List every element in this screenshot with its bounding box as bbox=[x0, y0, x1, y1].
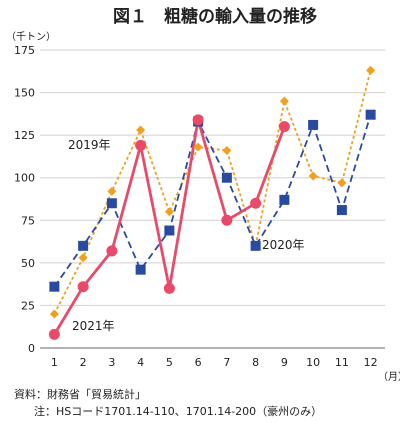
series-label-0: 2019年 bbox=[68, 138, 111, 152]
y-tick-25: 25 bbox=[21, 299, 35, 312]
series-label-2: 2021年 bbox=[72, 319, 115, 333]
x-tick-labels: 1 2 3 4 5 6 7 8 9 10 11 12 bbox=[51, 356, 378, 369]
series-labels: 2019年 2020年 2021年 bbox=[68, 138, 305, 333]
point-0-5 bbox=[164, 207, 174, 217]
x-tick-11: 11 bbox=[335, 356, 349, 369]
x-tick-9: 9 bbox=[281, 356, 288, 369]
point-0-4 bbox=[136, 125, 146, 135]
y-tick-125: 125 bbox=[14, 129, 35, 142]
point-2-2 bbox=[77, 281, 89, 293]
series-markers bbox=[48, 65, 376, 340]
x-tick-6: 6 bbox=[195, 356, 202, 369]
point-0-1 bbox=[49, 309, 59, 319]
point-1-12 bbox=[365, 109, 376, 120]
y-tick-labels: 0 25 50 75 100 125 150 175 bbox=[14, 44, 35, 355]
point-0-2 bbox=[78, 253, 88, 263]
point-2-7 bbox=[221, 214, 233, 226]
point-0-6 bbox=[193, 142, 203, 152]
point-1-11 bbox=[336, 205, 347, 216]
point-0-11 bbox=[337, 178, 347, 188]
y-tick-75: 75 bbox=[21, 214, 35, 227]
gridlines bbox=[40, 49, 385, 349]
x-tick-2: 2 bbox=[80, 356, 87, 369]
point-1-3 bbox=[106, 198, 117, 209]
y-tick-175: 175 bbox=[14, 44, 35, 57]
point-2-1 bbox=[48, 328, 60, 340]
point-2-8 bbox=[250, 197, 262, 209]
point-1-4 bbox=[135, 264, 146, 275]
y-tick-150: 150 bbox=[14, 87, 35, 100]
point-2-3 bbox=[106, 245, 118, 257]
point-1-10 bbox=[308, 119, 319, 130]
x-tick-12: 12 bbox=[364, 356, 378, 369]
point-2-5 bbox=[163, 282, 175, 294]
y-tick-50: 50 bbox=[21, 257, 35, 270]
series-label-1: 2020年 bbox=[262, 238, 305, 252]
point-1-8 bbox=[250, 240, 261, 251]
point-0-10 bbox=[308, 171, 318, 181]
x-tick-1: 1 bbox=[51, 356, 58, 369]
x-axis-unit: （月） bbox=[378, 371, 400, 383]
x-tick-3: 3 bbox=[108, 356, 115, 369]
y-axis-unit: （千トン） bbox=[6, 31, 56, 43]
point-2-6 bbox=[192, 114, 204, 126]
series-lines bbox=[53, 70, 372, 336]
y-tick-0: 0 bbox=[28, 342, 35, 355]
point-0-7 bbox=[222, 145, 232, 155]
x-tick-7: 7 bbox=[223, 356, 230, 369]
point-1-5 bbox=[164, 225, 175, 236]
point-1-2 bbox=[78, 240, 89, 251]
source-note: 資料：財務省「貿易統計」 bbox=[14, 387, 146, 401]
point-2-4 bbox=[135, 139, 147, 151]
point-0-9 bbox=[279, 96, 289, 106]
point-0-12 bbox=[366, 65, 376, 75]
footnote: 注：HSコード1701.14-110、1701.14-200（豪州のみ） bbox=[34, 404, 322, 418]
point-2-9 bbox=[278, 121, 290, 133]
point-1-1 bbox=[49, 281, 60, 292]
series-line-0 bbox=[53, 70, 372, 315]
chart-title: 図１ 粗糖の輸入量の推移 bbox=[113, 6, 317, 27]
x-tick-4: 4 bbox=[137, 356, 144, 369]
series-line-1 bbox=[53, 114, 372, 288]
point-1-7 bbox=[221, 172, 232, 183]
y-tick-100: 100 bbox=[14, 172, 35, 185]
x-tick-8: 8 bbox=[252, 356, 259, 369]
x-tick-5: 5 bbox=[166, 356, 173, 369]
point-0-3 bbox=[107, 186, 117, 196]
x-tick-10: 10 bbox=[306, 356, 320, 369]
point-1-9 bbox=[279, 194, 290, 205]
